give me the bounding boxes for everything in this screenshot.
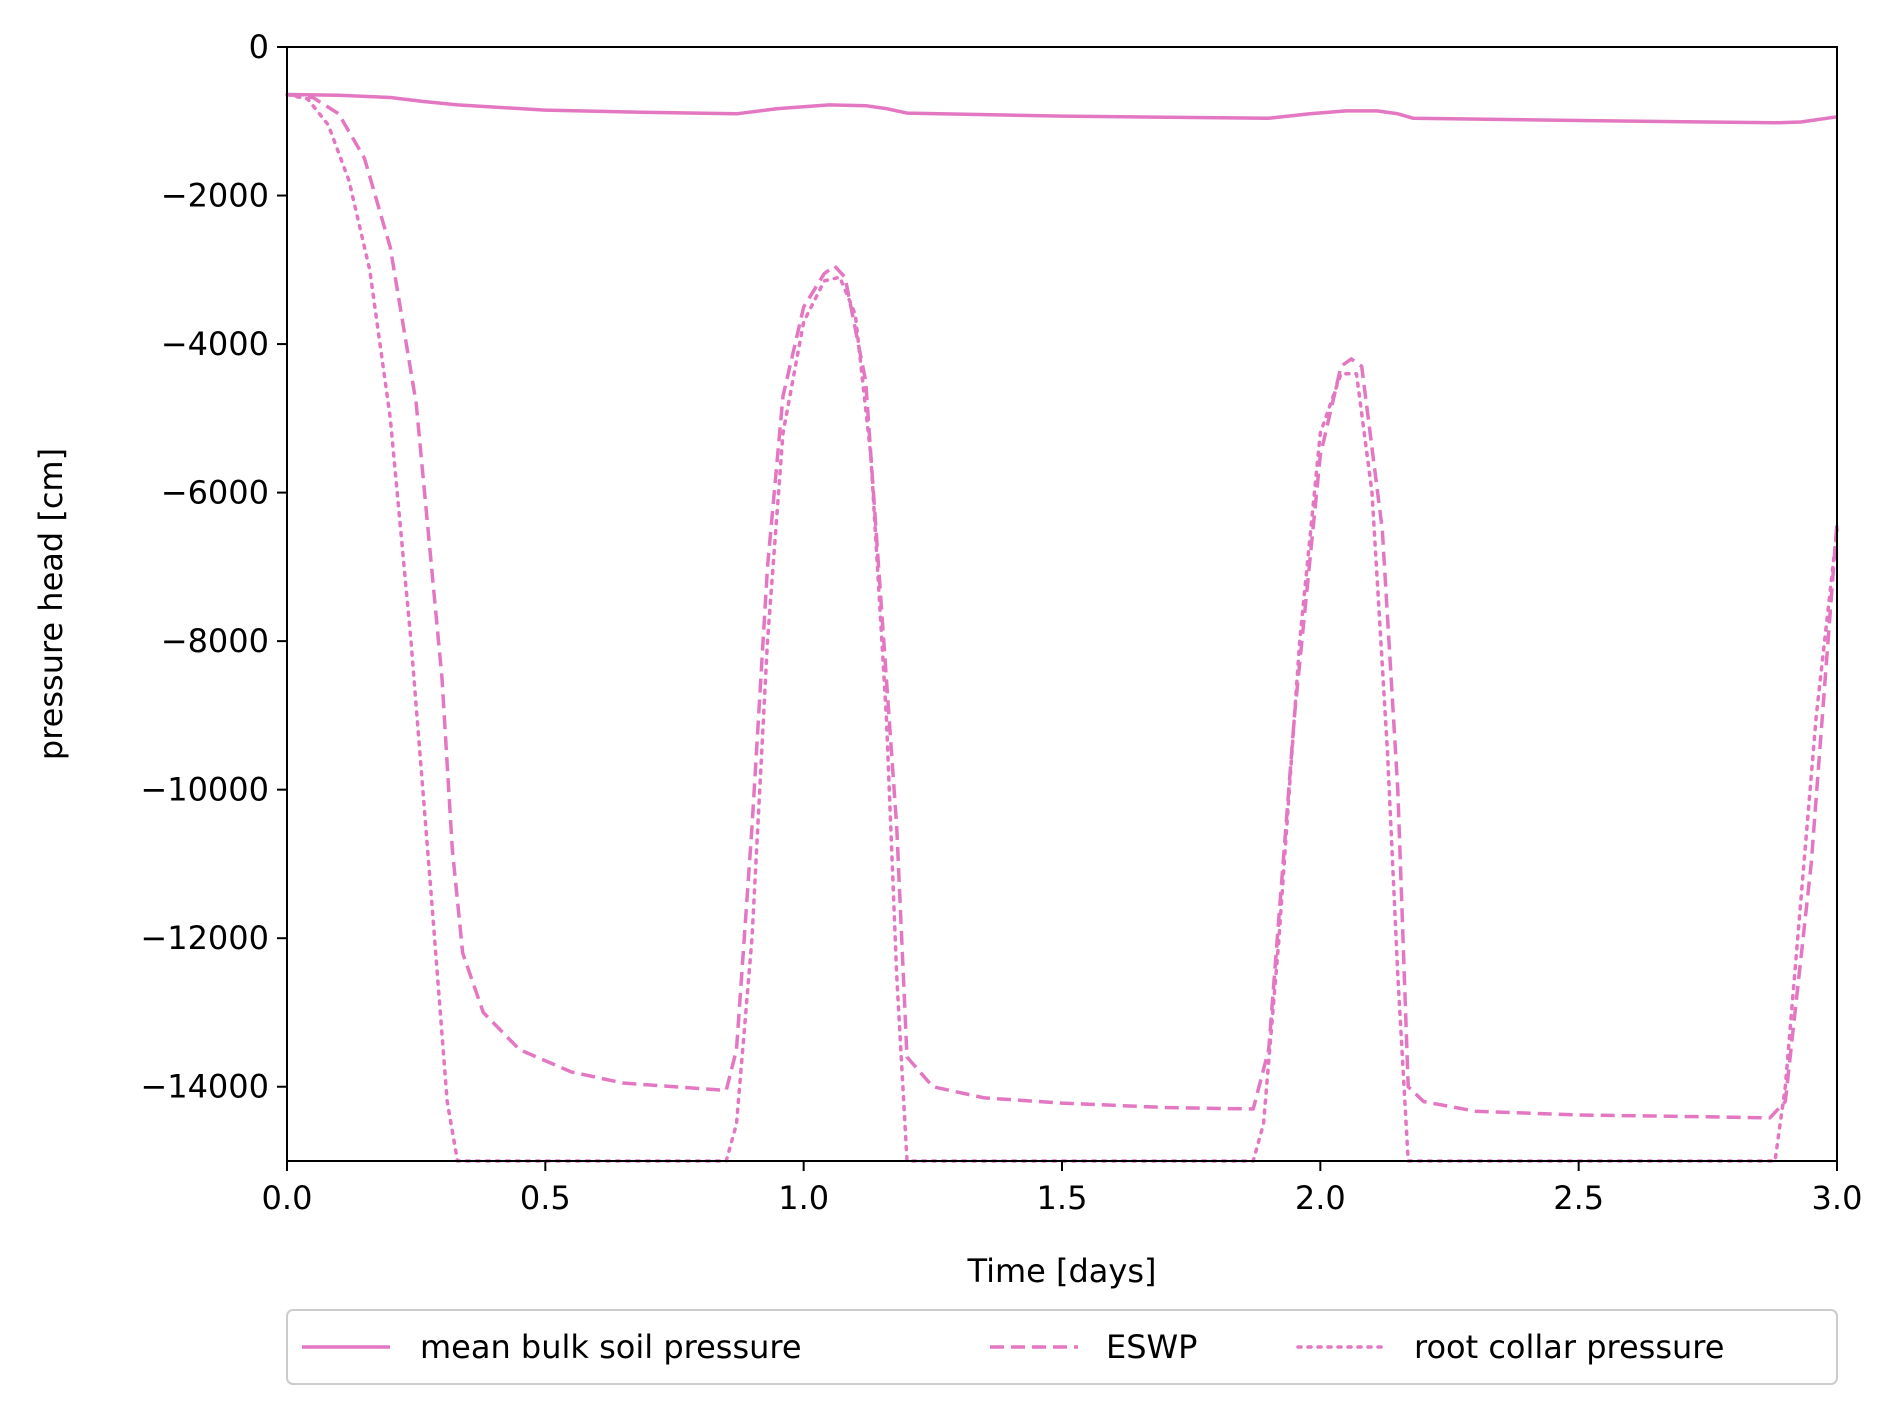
y-tick-label: −8000 bbox=[161, 622, 269, 660]
y-tick-label: −6000 bbox=[161, 474, 269, 512]
plot-lines bbox=[285, 92, 1839, 1163]
y-tick-label: −4000 bbox=[161, 325, 269, 363]
legend: mean bulk soil pressure ESWP root collar p… bbox=[286, 1309, 1838, 1385]
x-tick-label: 1.0 bbox=[778, 1179, 829, 1217]
y-axis: 0 −2000 −4000 −6000 −8000 −10000 −12000 −14000 bbox=[140, 28, 287, 1106]
legend-label-3: root collar pressure bbox=[1414, 1328, 1724, 1366]
y-tick-label: 0 bbox=[249, 28, 269, 66]
x-tick-label: 1.5 bbox=[1037, 1179, 1088, 1217]
x-tick-label: 2.0 bbox=[1295, 1179, 1346, 1217]
x-tick-label: 2.5 bbox=[1553, 1179, 1604, 1217]
y-tick-label: −14000 bbox=[140, 1068, 269, 1106]
series-line-1 bbox=[286, 92, 1838, 125]
series-line-2 bbox=[286, 92, 1839, 1120]
x-tick-label: 0.5 bbox=[520, 1179, 571, 1217]
y-tick-label: −12000 bbox=[140, 919, 269, 957]
y-tick-label: −2000 bbox=[161, 177, 269, 215]
x-axis: 0.0 0.5 1.0 1.5 2.0 2.5 3.0 bbox=[262, 1161, 1863, 1217]
x-tick-label: 0.0 bbox=[262, 1179, 313, 1217]
y-tick-label: −10000 bbox=[140, 771, 269, 809]
y-axis-title: pressure head [cm] bbox=[32, 448, 70, 760]
x-tick-label: 3.0 bbox=[1812, 1179, 1863, 1217]
legend-label-1: mean bulk soil pressure bbox=[420, 1328, 802, 1366]
legend-label-2: ESWP bbox=[1106, 1328, 1197, 1366]
x-axis-title: Time [days] bbox=[967, 1252, 1157, 1290]
series-line-3 bbox=[285, 92, 1839, 1163]
plot-frame bbox=[286, 46, 1838, 1162]
